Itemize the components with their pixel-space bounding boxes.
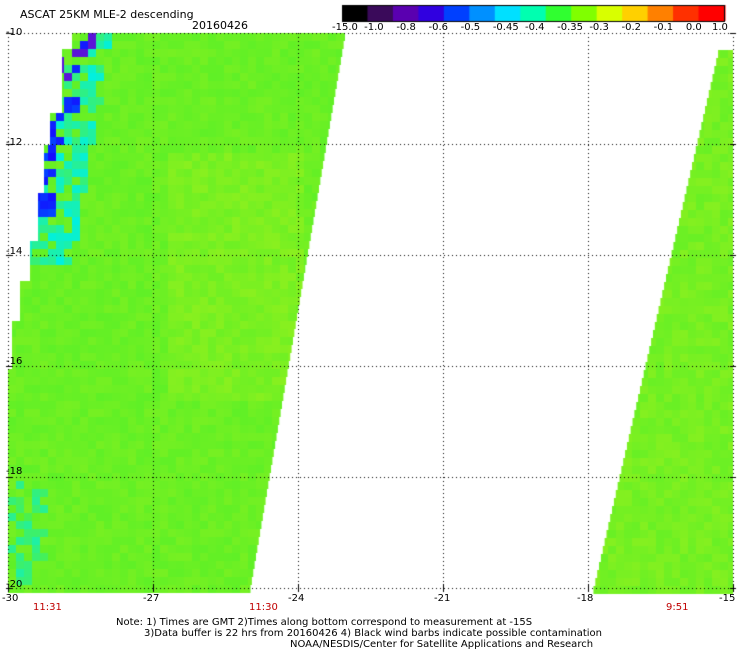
pass-time-label: 11:30: [249, 602, 278, 613]
pass-time-label: 11:31: [33, 602, 62, 613]
lat-tick-label: -12: [6, 137, 23, 148]
lon-tick-label: -30: [2, 593, 19, 604]
product-date: 20160426: [192, 19, 248, 32]
pass-time-label: 9:51: [666, 602, 689, 613]
footnote-line-2: 3)Data buffer is 22 hrs from 20160426 4)…: [144, 628, 602, 639]
colorbar-tick-label: -0.8: [396, 22, 416, 33]
colorbar-tick-label: -0.4: [525, 22, 545, 33]
lat-tick-label: -14: [6, 246, 23, 257]
lat-tick-label: -20: [6, 579, 23, 590]
product-title: ASCAT 25KM MLE-2 descending: [20, 8, 194, 21]
colorbar-tick-label: 0.0: [685, 22, 702, 33]
lon-tick-label: -15: [719, 593, 736, 604]
colorbar-tick-label: -0.1: [653, 22, 674, 33]
lat-tick-label: -18: [6, 466, 23, 477]
lat-tick-label: -16: [6, 356, 23, 367]
footnote-line-1: Note: 1) Times are GMT 2)Times along bot…: [116, 617, 533, 628]
colorbar-tick-label: -0.35: [557, 22, 584, 33]
colorbar-tick-label: -0.2: [621, 22, 642, 33]
lon-tick-label: -27: [143, 593, 160, 604]
lon-tick-label: -21: [434, 593, 451, 604]
colorbar-tick-label: -0.3: [589, 22, 609, 33]
lat-tick-label: -10: [6, 27, 23, 38]
colorbar-tick-label: -1.0: [364, 22, 384, 33]
lon-tick-label: -18: [577, 593, 594, 604]
colorbar-tick-label: 1.0: [712, 22, 728, 33]
colorbar-tick-label: -0.6: [428, 22, 449, 33]
colorbar-tick-label: -15.0: [332, 22, 358, 33]
footnote-credit: NOAA/NESDIS/Center for Satellite Applica…: [290, 639, 594, 650]
colorbar-tick-label: -0.5: [460, 22, 481, 33]
lon-tick-label: -24: [288, 593, 305, 604]
colorbar-tick-label: -0.45: [492, 22, 519, 33]
